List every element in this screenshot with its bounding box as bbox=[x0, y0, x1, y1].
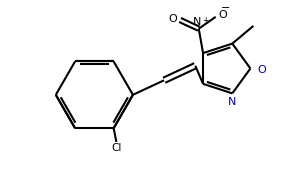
Text: O: O bbox=[257, 65, 266, 75]
Text: N: N bbox=[228, 97, 237, 108]
Text: O: O bbox=[168, 14, 177, 24]
Text: +: + bbox=[202, 16, 208, 25]
Text: −: − bbox=[221, 3, 230, 13]
Text: O: O bbox=[218, 10, 227, 21]
Text: Cl: Cl bbox=[111, 143, 121, 153]
Text: N: N bbox=[193, 17, 201, 27]
